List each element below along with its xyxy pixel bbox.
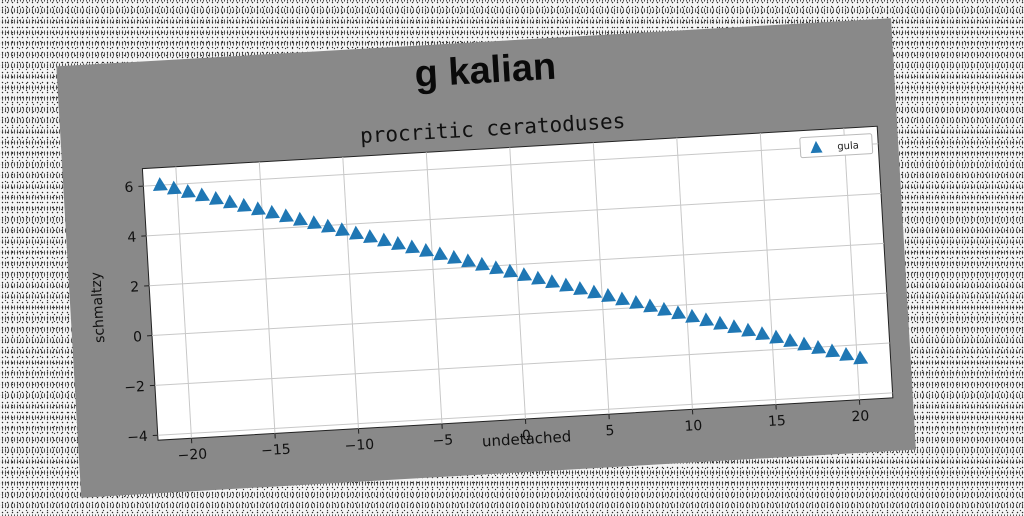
y-tick-label: 4: [127, 229, 137, 245]
x-tick-label: −10: [344, 437, 374, 455]
x-tick-label: −20: [177, 446, 207, 464]
rotated-chart-card: g kalian procritic ceratoduses −20−15−10…: [56, 18, 915, 497]
x-tick-label: 5: [605, 423, 615, 439]
y-tick-label: 2: [130, 279, 140, 295]
legend-label: gula: [837, 140, 859, 152]
x-tick-label: −15: [261, 442, 291, 460]
x-tick-label: 10: [684, 418, 703, 435]
legend-box: [800, 134, 873, 158]
x-tick-label: −5: [432, 432, 454, 449]
y-tick-label: −4: [127, 429, 149, 446]
legend: gula: [800, 134, 873, 158]
x-tick-label: 15: [768, 413, 787, 430]
page-title: g kalian: [413, 46, 557, 96]
y-tick-label: 6: [124, 180, 134, 196]
y-tick-label: −2: [124, 379, 146, 396]
y-tick-label: 0: [133, 329, 143, 345]
x-tick-label: 20: [851, 408, 870, 425]
